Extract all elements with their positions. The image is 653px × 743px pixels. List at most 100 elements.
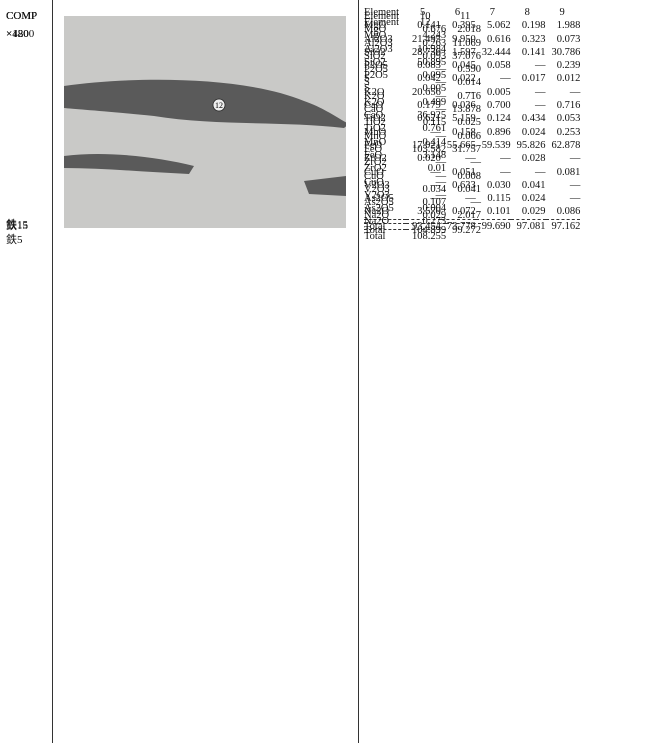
value-cell: 0.095 <box>406 69 446 82</box>
element-cell: TiO2 <box>364 122 406 135</box>
value-cell: 31.757 <box>446 143 481 156</box>
value-cell: — <box>511 59 546 72</box>
value-cell: — <box>406 176 446 189</box>
value-cell: 0.01 <box>406 162 446 175</box>
value-cell: — <box>446 196 481 209</box>
value-cell: 0.004 <box>406 202 446 215</box>
total-value: 97.081 <box>511 219 546 233</box>
element-cell: CuO <box>364 176 406 189</box>
magnification-label: ×480 <box>6 28 29 40</box>
column-divider <box>52 0 53 743</box>
value-cell: 1.988 <box>546 19 581 32</box>
value-cell: 37.076 <box>446 50 481 63</box>
value-cell: — <box>546 192 581 205</box>
value-cell: 0.499 <box>406 96 446 109</box>
header-cell: Element <box>364 16 406 29</box>
value-cell: — <box>546 152 581 165</box>
header-cell: 9 <box>546 6 581 19</box>
value-cell: 0.198 <box>511 19 546 32</box>
value-cell: 0.141 <box>511 46 546 59</box>
value-cell: 0.041 <box>446 183 481 196</box>
value-cell: — <box>511 166 546 179</box>
data-row: As2O50.004 <box>364 202 446 215</box>
value-cell: 0.073 <box>546 33 581 46</box>
element-cell: MgO <box>364 29 406 42</box>
element-cell: Al2O3 <box>364 43 406 56</box>
value-cell: 0.025 <box>446 116 481 129</box>
value-cell: — <box>406 189 446 202</box>
table-body: MgO4.243Al2O310.984SiO250.895P2O50.095S0… <box>364 29 446 243</box>
value-cell: 2.017 <box>446 209 481 223</box>
value-cell: 11.069 <box>446 37 481 50</box>
value-cell: 0.761 <box>406 122 446 135</box>
value-cell: 0.008 <box>446 170 481 183</box>
element-cell: V2O3 <box>364 189 406 202</box>
total-value: 99.272 <box>446 223 481 237</box>
sample-label: 鉄15 <box>6 216 28 232</box>
element-cell: ZrO2 <box>364 162 406 175</box>
element-cell: As2O5 <box>364 202 406 215</box>
value-cell: 0.716 <box>546 99 581 112</box>
value-cell: 0.053 <box>546 112 581 125</box>
point-label: 12 <box>215 101 223 110</box>
value-cell: 0.012 <box>546 72 581 85</box>
value-cell: 50.895 <box>406 56 446 69</box>
element-cell: S <box>364 82 406 95</box>
element-cell: SiO2 <box>364 56 406 69</box>
value-cell: — <box>446 156 481 169</box>
element-cell: FeO <box>364 149 406 162</box>
element-cell: P2O5 <box>364 69 406 82</box>
document: COMP×1200鉄556789Element56789MgO0.1410.39… <box>0 0 653 743</box>
value-cell: 36.925 <box>406 109 446 122</box>
section-row: COMP×480鉄1512Element12MgO4.243Al2O310.98… <box>0 500 653 742</box>
value-cell: 95.826 <box>511 139 546 152</box>
value-cell: 0.024 <box>511 192 546 205</box>
data-row: MnO0.414 <box>364 136 446 149</box>
micrograph: 12 <box>64 16 346 228</box>
value-cell: 0.253 <box>546 126 581 139</box>
data-row: ZrO20.01 <box>364 162 446 175</box>
value-cell: 0.414 <box>406 136 446 149</box>
value-cell: 13.878 <box>446 103 481 116</box>
data-row: CuO— <box>364 176 446 189</box>
value-cell: 0.017 <box>511 72 546 85</box>
value-cell: 0.434 <box>511 112 546 125</box>
value-cell: 0.028 <box>511 152 546 165</box>
data-row: Na2O0.273 <box>364 215 446 229</box>
element-cell: MnO <box>364 136 406 149</box>
element-cell: Na2O <box>364 215 406 229</box>
value-cell: 62.878 <box>546 139 581 152</box>
section-row: COMP×480鉄151011Element1011MgO0.6762.018A… <box>0 257 653 500</box>
total-label: Total <box>364 229 406 243</box>
value-cell: 0.086 <box>546 205 581 219</box>
value-cell: — <box>511 86 546 99</box>
value-cell: 0.590 <box>446 63 481 76</box>
value-cell: 0.041 <box>511 179 546 192</box>
value-cell: 0.239 <box>546 59 581 72</box>
table-header: Element12 <box>364 16 446 29</box>
value-cell: 0.081 <box>546 166 581 179</box>
element-cell: CaO <box>364 109 406 122</box>
total-value: 108.255 <box>406 229 446 243</box>
column-divider <box>358 0 359 743</box>
value-cell: 0.716 <box>446 90 481 103</box>
value-cell: 2.018 <box>446 23 481 36</box>
mode-label: COMP <box>6 10 37 22</box>
value-cell: 0.323 <box>511 33 546 46</box>
sample-label: 鉄5 <box>6 231 23 247</box>
value-cell: 0.029 <box>511 205 546 219</box>
element-cell: K2O <box>364 96 406 109</box>
data-row: SiO250.895 <box>364 56 446 69</box>
value-cell: 0.014 <box>446 76 481 89</box>
total-row: Total108.255 <box>364 229 446 243</box>
value-cell: 10.984 <box>406 43 446 56</box>
value-cell: — <box>511 99 546 112</box>
total-value: 97.162 <box>546 219 581 233</box>
